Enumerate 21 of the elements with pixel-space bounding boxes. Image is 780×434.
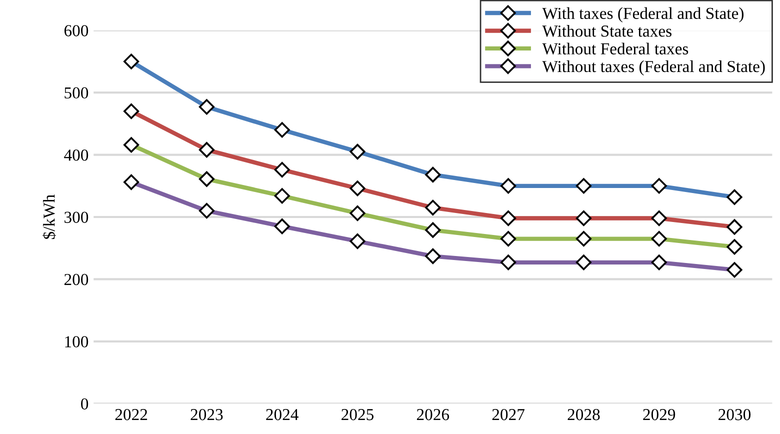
y-tick-label: 100 <box>65 336 88 348</box>
legend-label: With taxes (Federal and State) <box>542 7 744 22</box>
x-tick-label: 2030 <box>718 408 751 420</box>
x-tick-label: 2025 <box>342 408 374 420</box>
y-axis-title: $/kWh <box>42 194 56 239</box>
x-tick-label: 2026 <box>416 408 450 420</box>
y-tick-label: 200 <box>64 274 88 286</box>
x-tick-label: 2028 <box>568 408 600 420</box>
y-tick-label: 300 <box>64 212 88 223</box>
legend-label: Without taxes (Federal and State) <box>542 60 765 76</box>
x-tick-label: 2029 <box>643 408 676 420</box>
x-tick-label: 2023 <box>190 408 223 420</box>
y-tick-label: 500 <box>64 87 88 99</box>
legend-label: Without Federal taxes <box>542 42 688 55</box>
y-tick-label: 600 <box>64 25 88 36</box>
y-tick-label: 0 <box>81 398 88 410</box>
y-tick-label: 400 <box>64 149 88 161</box>
x-tick-label: 2027 <box>492 408 524 420</box>
x-tick-label: 2022 <box>115 408 148 420</box>
legend-label: Without State taxes <box>542 25 672 37</box>
x-tick-label: 2024 <box>266 408 299 420</box>
